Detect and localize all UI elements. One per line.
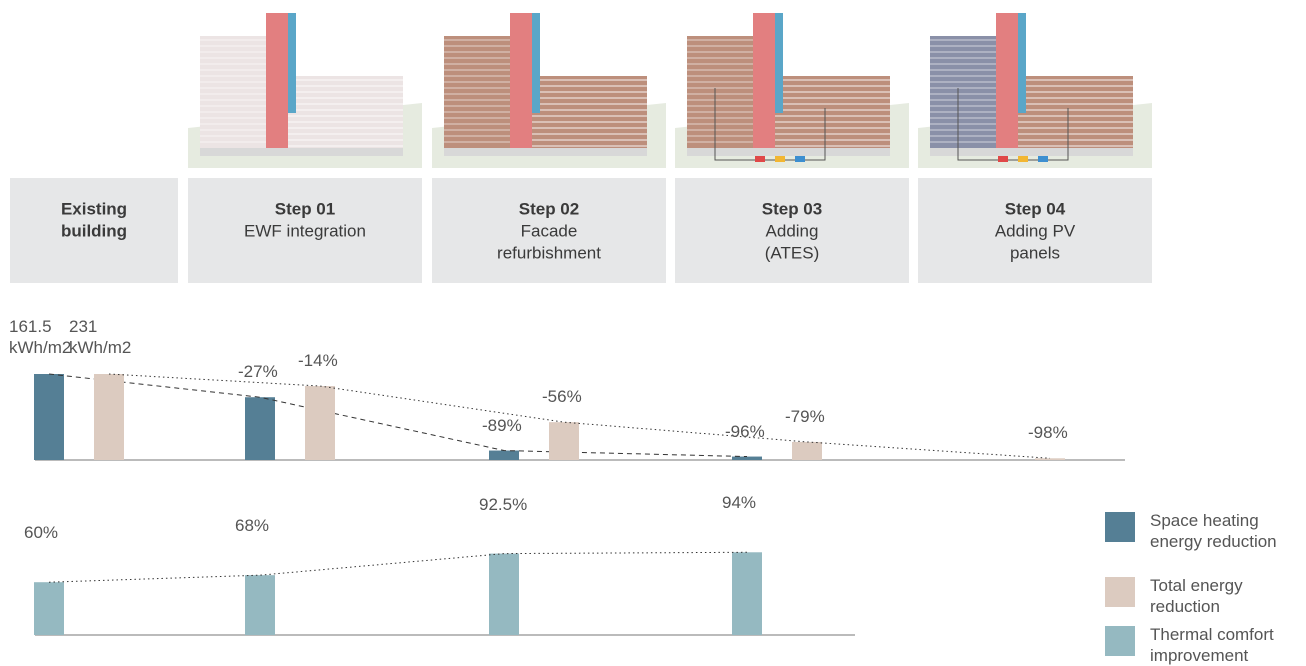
- unit: [1018, 156, 1028, 162]
- wing: [288, 76, 403, 148]
- value-label: 60%: [24, 523, 59, 543]
- step-subtitle: Facade: [521, 221, 578, 240]
- bar: [732, 552, 762, 635]
- step-box: [10, 178, 178, 283]
- bar: [245, 397, 275, 460]
- tower: [996, 13, 1018, 153]
- step-box: [432, 178, 666, 283]
- value-label: -79%: [785, 406, 825, 426]
- bar: [792, 441, 822, 460]
- tower-edge: [288, 13, 296, 113]
- wing: [532, 76, 647, 148]
- bar: [1035, 458, 1065, 460]
- value-label: -98%: [1028, 423, 1068, 443]
- step-title: Step 03: [762, 199, 822, 218]
- unit: [795, 156, 805, 162]
- value-label: 161.5 kWh/m2: [9, 317, 72, 357]
- value-label: -96%: [725, 421, 765, 441]
- value-label: -14%: [298, 351, 338, 371]
- legend-swatch: [1105, 577, 1135, 607]
- unit: [775, 156, 785, 162]
- unit: [998, 156, 1008, 162]
- wing: [200, 36, 268, 148]
- bar: [305, 386, 335, 460]
- base: [444, 148, 647, 156]
- base: [930, 148, 1133, 156]
- step-title: Existing: [61, 199, 127, 218]
- tower-edge: [1018, 13, 1026, 113]
- legend-swatch: [1105, 626, 1135, 656]
- base: [687, 148, 890, 156]
- step-subtitle: (ATES): [765, 243, 819, 262]
- bar: [732, 456, 762, 460]
- bar: [245, 575, 275, 635]
- legend-label: Total energy reduction: [1150, 576, 1243, 616]
- bar: [34, 582, 64, 635]
- tower-edge: [775, 13, 783, 113]
- trend-line: [48, 551, 748, 583]
- pipe: [714, 88, 826, 161]
- tower: [266, 13, 288, 153]
- wing: [1018, 76, 1133, 148]
- bar: [489, 450, 519, 460]
- value-label: 231 kWh/m2: [69, 317, 132, 357]
- legend-label: Thermal comfort improvement: [1150, 625, 1274, 665]
- step-subtitle: refurbishment: [497, 243, 601, 262]
- trend-line: [48, 373, 748, 458]
- base: [200, 148, 403, 156]
- legend-label: Space heating energy reduction: [1150, 511, 1277, 551]
- step-title: building: [61, 221, 127, 240]
- wing: [444, 36, 512, 148]
- value-label: 92.5%: [479, 494, 528, 514]
- value-label: -89%: [482, 415, 522, 435]
- step-box: [188, 178, 422, 283]
- value-label: 68%: [235, 516, 270, 536]
- trend-line: [108, 373, 1051, 459]
- step-title: Step 04: [1005, 199, 1066, 218]
- step-subtitle: EWF integration: [244, 221, 366, 240]
- legend-swatch: [1105, 512, 1135, 542]
- step-subtitle: Adding PV: [995, 221, 1076, 240]
- wing: [687, 36, 755, 148]
- bar: [34, 374, 64, 460]
- step-title: Step 02: [519, 199, 579, 218]
- bar: [94, 374, 124, 460]
- step-box: [918, 178, 1152, 283]
- tower: [510, 13, 532, 153]
- step-title: Step 01: [275, 199, 335, 218]
- unit: [1038, 156, 1048, 162]
- tower-edge: [532, 13, 540, 113]
- value-label: -27%: [238, 362, 278, 382]
- step-box: [675, 178, 909, 283]
- bar: [549, 422, 579, 460]
- pipe: [957, 88, 1069, 161]
- wing: [930, 36, 998, 148]
- value-label: -56%: [542, 387, 582, 407]
- unit: [755, 156, 765, 162]
- bar: [489, 553, 519, 635]
- value-label: 94%: [722, 493, 757, 513]
- step-subtitle: panels: [1010, 243, 1060, 262]
- wing: [775, 76, 890, 148]
- tower: [753, 13, 775, 153]
- step-subtitle: Adding: [766, 221, 819, 240]
